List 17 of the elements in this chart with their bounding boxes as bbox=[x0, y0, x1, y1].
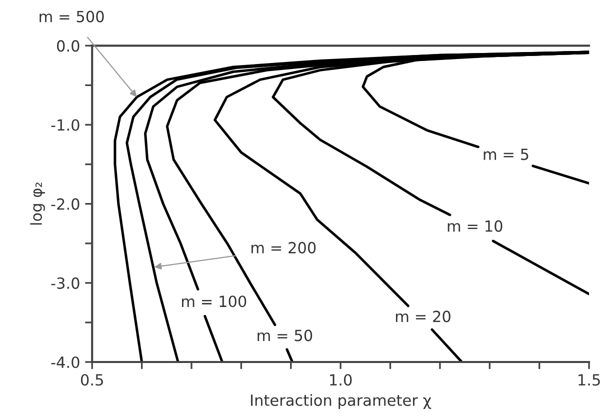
annotation: m = 50 bbox=[258, 330, 312, 342]
x-tick-label: 0.5 bbox=[80, 374, 103, 386]
x-axis-title: Interaction parameter χ bbox=[251, 394, 432, 409]
annotation: m = 500 bbox=[40, 10, 104, 22]
y-tick-label: 0.0 bbox=[57, 40, 80, 52]
x-tick-label: 1.0 bbox=[330, 374, 352, 386]
annotation: m = 100 bbox=[182, 296, 246, 308]
annotation: m = 200 bbox=[252, 242, 316, 254]
annotation: m = 20 bbox=[396, 310, 450, 322]
y-tick-label: -1.0 bbox=[51, 119, 80, 131]
y-axis-title: log φ₂ bbox=[30, 182, 45, 225]
y-tick-label: -4.0 bbox=[51, 356, 80, 368]
annotation: m = 10 bbox=[448, 220, 502, 232]
annotation: m = 5 bbox=[484, 148, 528, 160]
x-tick-label: 1.5 bbox=[578, 374, 600, 386]
y-tick-label: -2.0 bbox=[51, 198, 80, 210]
y-tick-label: -3.0 bbox=[51, 277, 80, 289]
